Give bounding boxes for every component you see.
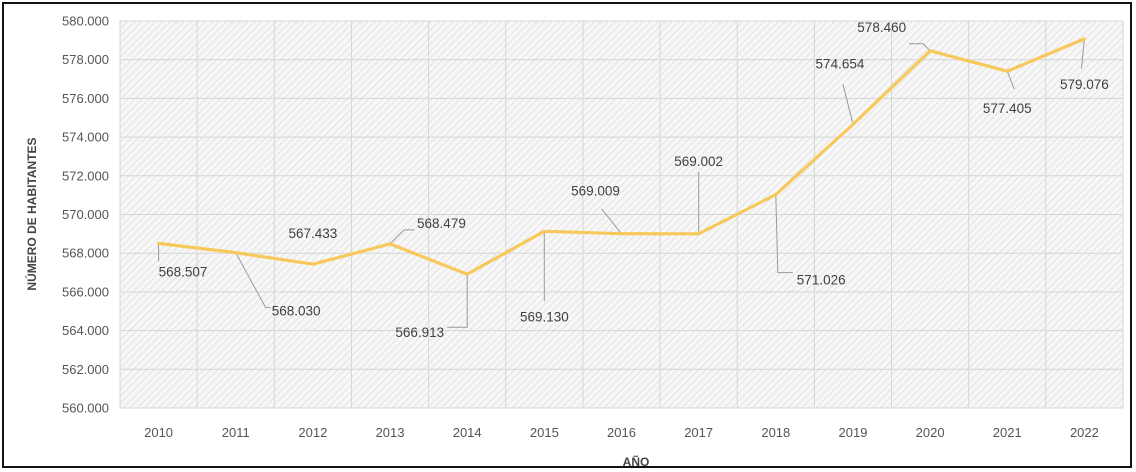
y-tick-label: 574.000 (62, 130, 109, 145)
leader-line (1080, 38, 1085, 69)
data-label: 567.433 (288, 226, 337, 241)
x-tick-label: 2022 (1070, 425, 1099, 440)
data-label: 574.654 (816, 56, 865, 71)
data-label: 578.460 (857, 20, 906, 35)
leader-line (389, 229, 414, 245)
data-label: 569.002 (674, 154, 723, 169)
y-tick-label: 568.000 (62, 246, 109, 261)
data-label: 566.913 (395, 325, 444, 340)
y-tick-label: 572.000 (62, 168, 109, 183)
x-tick-label: 2019 (839, 425, 868, 440)
data-label: 577.405 (983, 101, 1032, 116)
y-tick-label: 564.000 (62, 323, 109, 338)
x-tick-label: 2012 (298, 425, 327, 440)
series-line (157, 37, 1087, 276)
y-tick-label: 562.000 (62, 362, 109, 377)
x-tick-label: 2015 (530, 425, 559, 440)
data-label: 568.507 (159, 264, 208, 279)
data-label: 569.130 (520, 309, 569, 324)
y-tick-label: 570.000 (62, 207, 109, 222)
x-tick-label: 2011 (222, 425, 250, 440)
data-label: 571.026 (797, 273, 846, 288)
y-tick-label: 578.000 (62, 52, 109, 67)
data-label: 569.009 (571, 184, 620, 199)
y-axis-title: NÚMERO DE HABITANTES (24, 137, 39, 290)
x-tick-label: 2014 (453, 425, 482, 440)
y-tick-label: 580.000 (62, 14, 109, 29)
y-tick-label: 576.000 (62, 91, 109, 106)
data-label: 568.030 (272, 304, 321, 319)
y-tick-label: 566.000 (62, 284, 109, 299)
x-tick-label: 2016 (607, 425, 636, 440)
data-label: 568.479 (417, 216, 466, 231)
x-tick-label: 2017 (684, 425, 713, 440)
data-label: 579.076 (1060, 77, 1109, 92)
leader-line (909, 43, 931, 52)
x-tick-label: 2020 (916, 425, 945, 440)
leader-line (601, 208, 622, 235)
leader-line (775, 194, 793, 274)
y-tick-label: 560.000 (62, 401, 109, 416)
leader-line (842, 84, 854, 125)
leader-line (1006, 71, 1015, 90)
x-axis-title: AÑO (623, 454, 650, 469)
x-tick-label: 2013 (376, 425, 405, 440)
x-tick-label: 2018 (761, 425, 790, 440)
leader-line (235, 252, 271, 309)
leader-line (447, 274, 468, 328)
x-tick-label: 2010 (144, 425, 173, 440)
x-tick-label: 2021 (993, 425, 1022, 440)
